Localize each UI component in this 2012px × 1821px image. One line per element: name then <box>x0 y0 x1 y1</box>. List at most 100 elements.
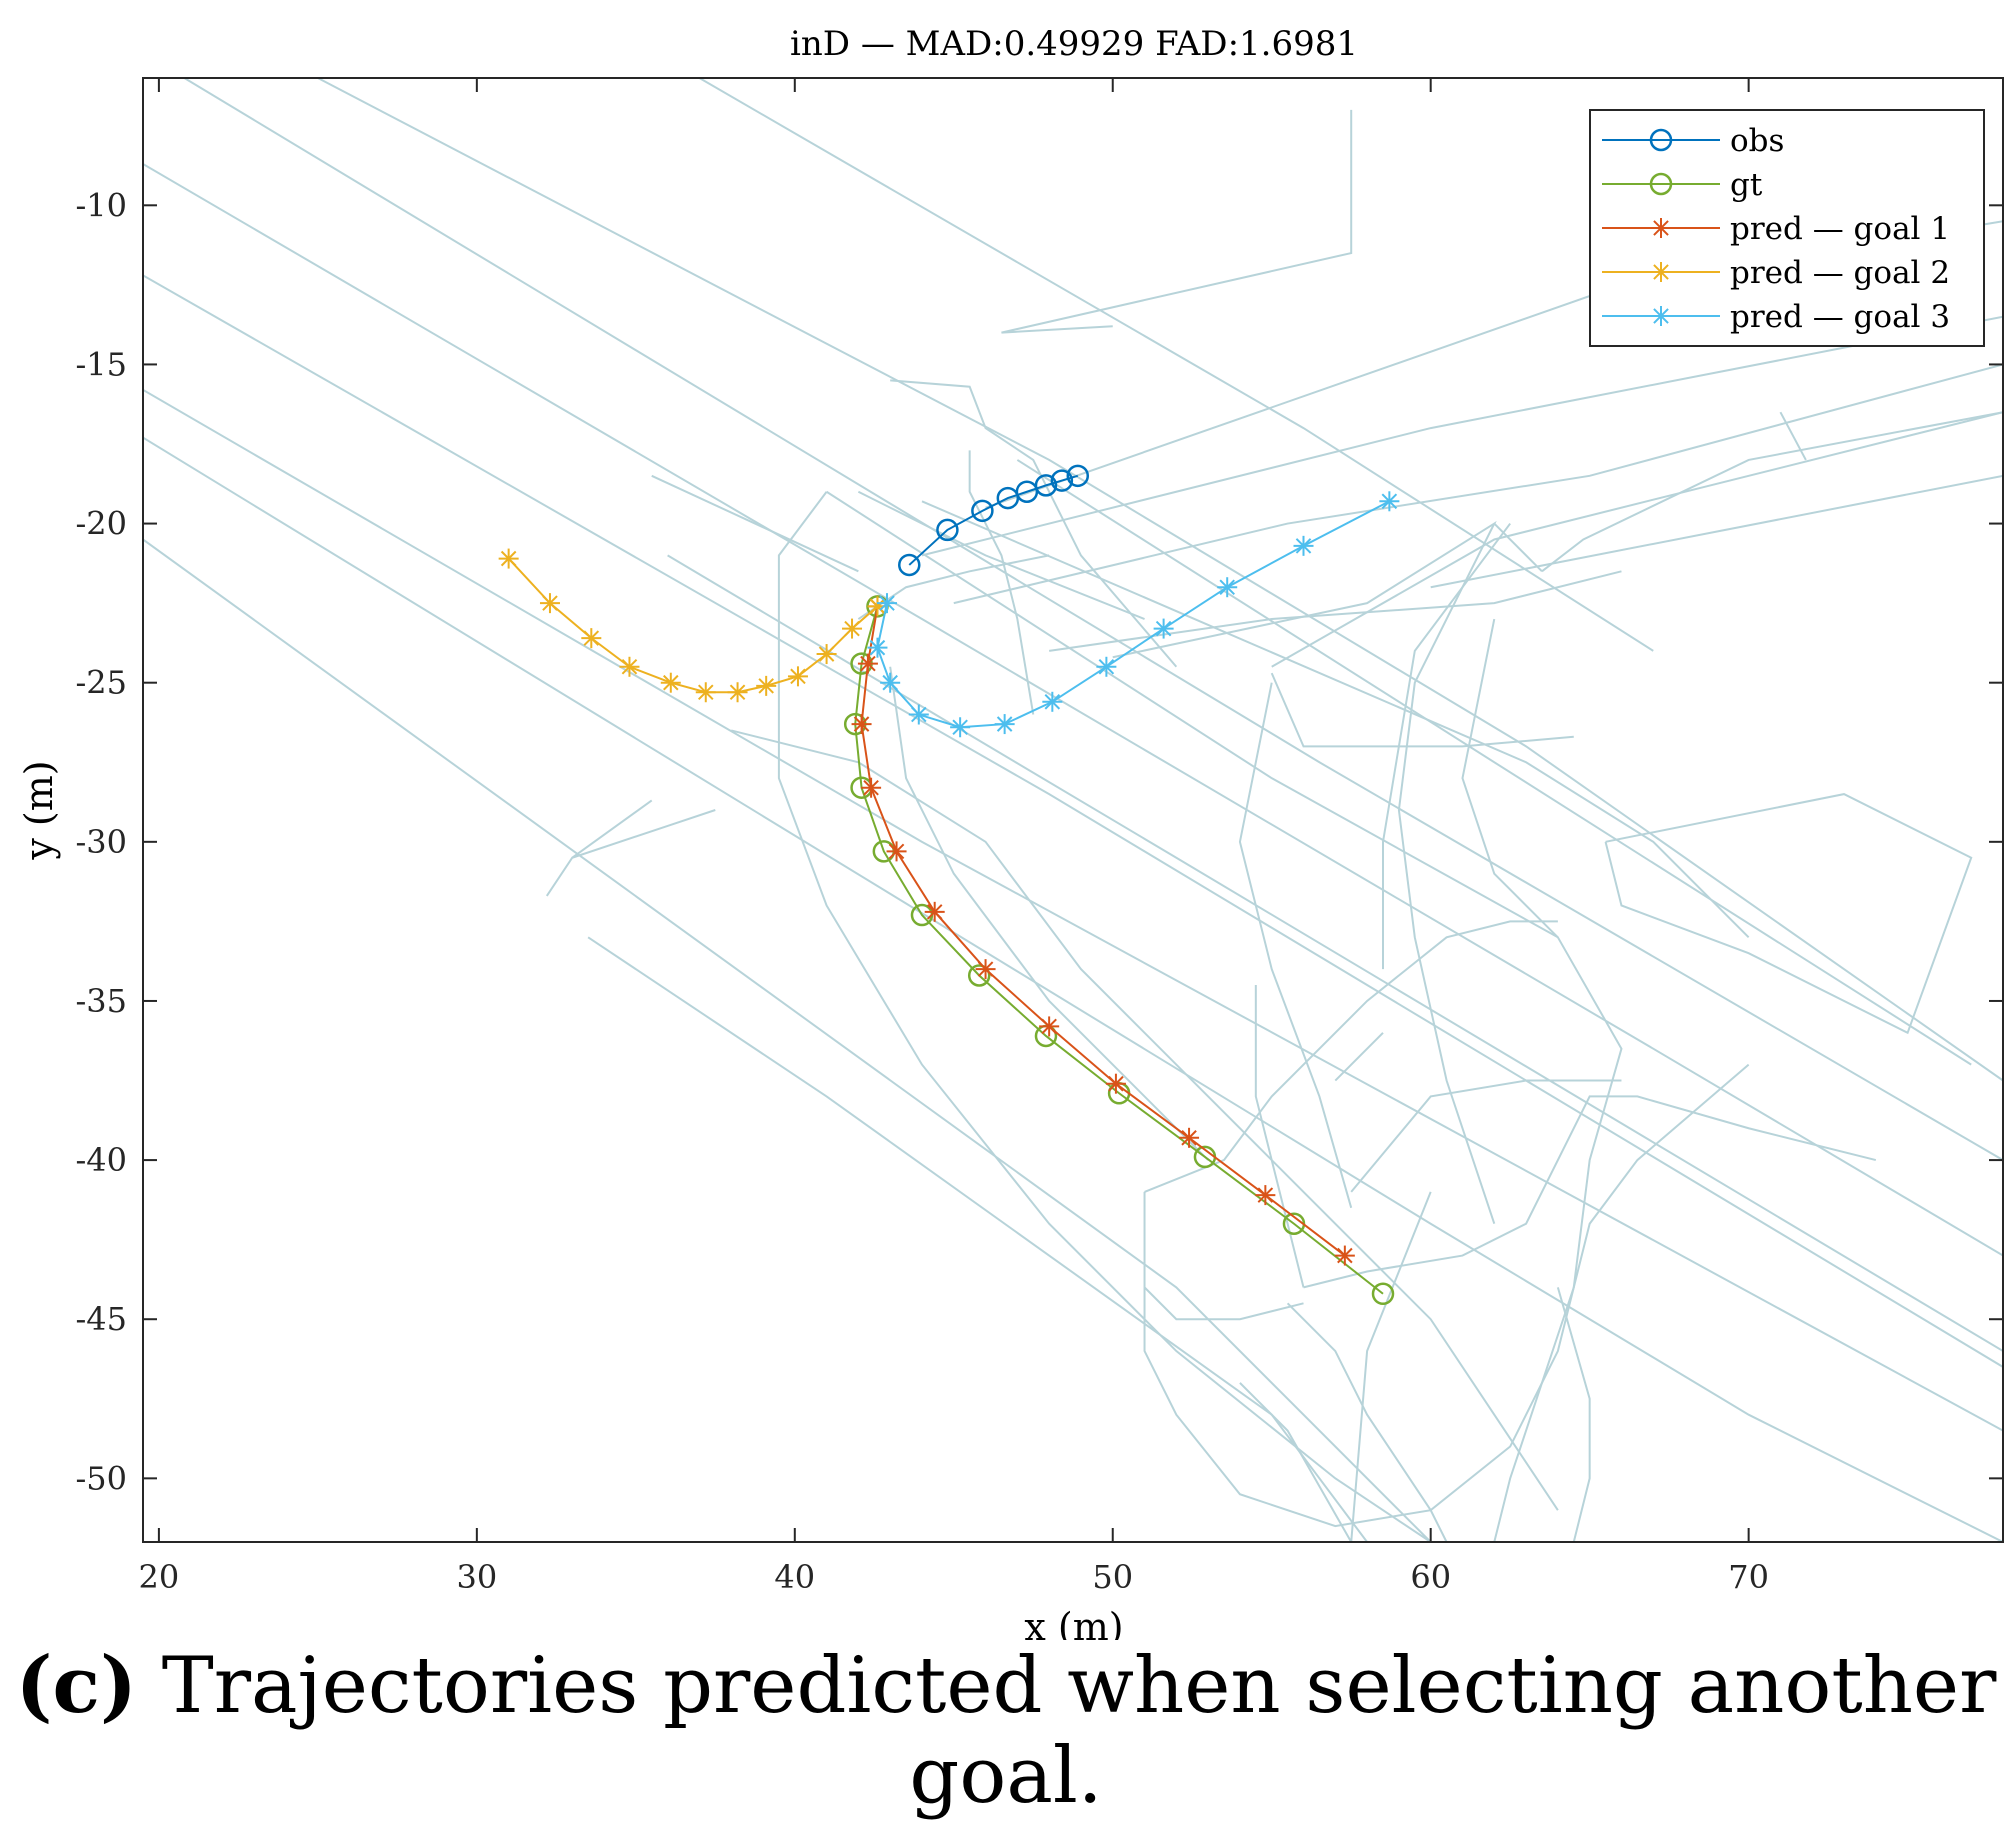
x-tick-label: 30 <box>456 1558 497 1596</box>
x-axis-ticks: 20 30 40 50 60 70 <box>139 78 1769 1596</box>
series-point <box>1153 618 1174 639</box>
series-point <box>1293 535 1314 556</box>
series-point <box>1096 656 1117 677</box>
map-line-1 <box>143 163 2003 1257</box>
series-point <box>1334 1245 1355 1266</box>
y-tick-label: -50 <box>75 1459 127 1497</box>
series-point <box>816 644 837 665</box>
legend-label: gt <box>1730 167 1763 203</box>
legend-label: pred — goal 2 <box>1730 255 1950 291</box>
map-line-48 <box>571 799 653 859</box>
series-point <box>842 618 863 639</box>
map-line-8 <box>698 78 1654 652</box>
map-line-30 <box>1493 522 1543 573</box>
legend-label: pred — goal 3 <box>1730 299 1950 335</box>
y-axis-label: y (m) <box>17 760 61 860</box>
map-line-23 <box>921 315 2003 557</box>
legend-label: pred — goal 1 <box>1730 211 1950 247</box>
series-point <box>1034 474 1058 497</box>
series-point <box>994 714 1015 735</box>
legend-marker <box>1649 172 1673 196</box>
legend-marker <box>1651 262 1671 282</box>
y-tick-label: -45 <box>75 1300 127 1338</box>
series-point <box>581 628 602 649</box>
series-2 <box>851 596 1355 1266</box>
y-tick-label: -10 <box>75 186 127 224</box>
series-point <box>619 656 640 677</box>
map-line-17 <box>857 490 1145 620</box>
map-line-26 <box>1049 570 1622 652</box>
map-line-21 <box>889 666 1209 1161</box>
map-line-19 <box>730 729 1559 1511</box>
series-point <box>967 964 991 987</box>
map-line-13 <box>890 379 1178 668</box>
trajectory-chart: 20 30 40 50 60 70 -10 -15 -20 -25 -30 -35 -40 -45 -50… <box>17 24 2004 1640</box>
legend-entry: pred — goal 3 <box>1602 299 1950 335</box>
legend-marker <box>1649 128 1673 152</box>
map-line-41 <box>1350 1079 1622 1193</box>
map-line-5 <box>143 538 1432 1542</box>
map-line-7 <box>317 78 2003 1082</box>
series-point <box>924 901 945 922</box>
map-line-45 <box>1556 1287 1591 1542</box>
series-point <box>1255 1185 1276 1206</box>
x-tick-label: 60 <box>1410 1558 1451 1596</box>
map-line-46 <box>1350 1191 1432 1542</box>
axes-frame <box>142 77 2004 1543</box>
series-0 <box>898 464 1090 577</box>
legend-label: obs <box>1730 123 1784 159</box>
caption-text: Trajectories predicted when selecting an… <box>161 1641 1997 1821</box>
legend: obs gt pred — goal 1 pred — goal 2 pred — go… <box>1589 109 1985 347</box>
series-point <box>1050 469 1074 492</box>
series-point <box>908 704 929 725</box>
series-point <box>539 593 560 614</box>
series-line <box>860 606 1346 1257</box>
x-tick-label: 70 <box>1728 1558 1769 1596</box>
map-line-9 <box>1016 459 1972 1066</box>
series-point <box>660 672 681 693</box>
legend-entry: pred — goal 1 <box>1602 211 1950 247</box>
map-line-6 <box>587 936 1368 1542</box>
y-tick-label: -15 <box>75 345 127 383</box>
map-line-28 <box>1541 411 2003 573</box>
series-point <box>851 714 872 735</box>
map-line-33 <box>1382 522 1511 970</box>
map-line-37 <box>1144 920 1558 1193</box>
series-point <box>1379 491 1400 512</box>
series-line <box>507 557 879 694</box>
x-tick-label: 50 <box>1092 1558 1133 1596</box>
map-line-3 <box>143 389 2003 1432</box>
series-point <box>1179 1127 1200 1148</box>
y-tick-label: -35 <box>75 982 127 1020</box>
map-line-18 <box>777 491 1432 1542</box>
map-line-27 <box>1271 411 2003 668</box>
series-point <box>950 717 971 738</box>
series-point <box>1105 1073 1126 1094</box>
map-line-42 <box>1254 985 1305 1288</box>
series-point <box>880 672 901 693</box>
chart-title: inD — MAD:0.49929 FAD:1.6981 <box>790 24 1358 64</box>
series-point <box>1039 1016 1060 1037</box>
series-point <box>756 675 777 696</box>
series-point <box>1371 1282 1395 1306</box>
series-point <box>898 553 921 577</box>
x-tick-label: 20 <box>139 1558 180 1596</box>
map-line-2 <box>143 274 2003 1368</box>
legend-entry: obs <box>1602 123 1784 159</box>
map-line-10 <box>667 554 2003 1352</box>
map-line-12 <box>1001 109 1353 334</box>
series-point <box>936 518 959 542</box>
series-4 <box>867 491 1400 738</box>
y-tick-label: -25 <box>75 664 127 702</box>
legend-entry: gt <box>1602 167 1763 203</box>
series-point <box>695 682 716 703</box>
series-point <box>787 666 808 687</box>
trajectory-series <box>498 464 1400 1306</box>
y-tick-label: -30 <box>75 823 127 861</box>
map-line-39 <box>1303 1095 1877 1289</box>
series-point <box>1042 691 1063 712</box>
series-line <box>876 500 1390 729</box>
series-1 <box>843 595 1395 1306</box>
map-line-44 <box>1239 1382 1353 1542</box>
map-line-11 <box>826 490 1559 939</box>
